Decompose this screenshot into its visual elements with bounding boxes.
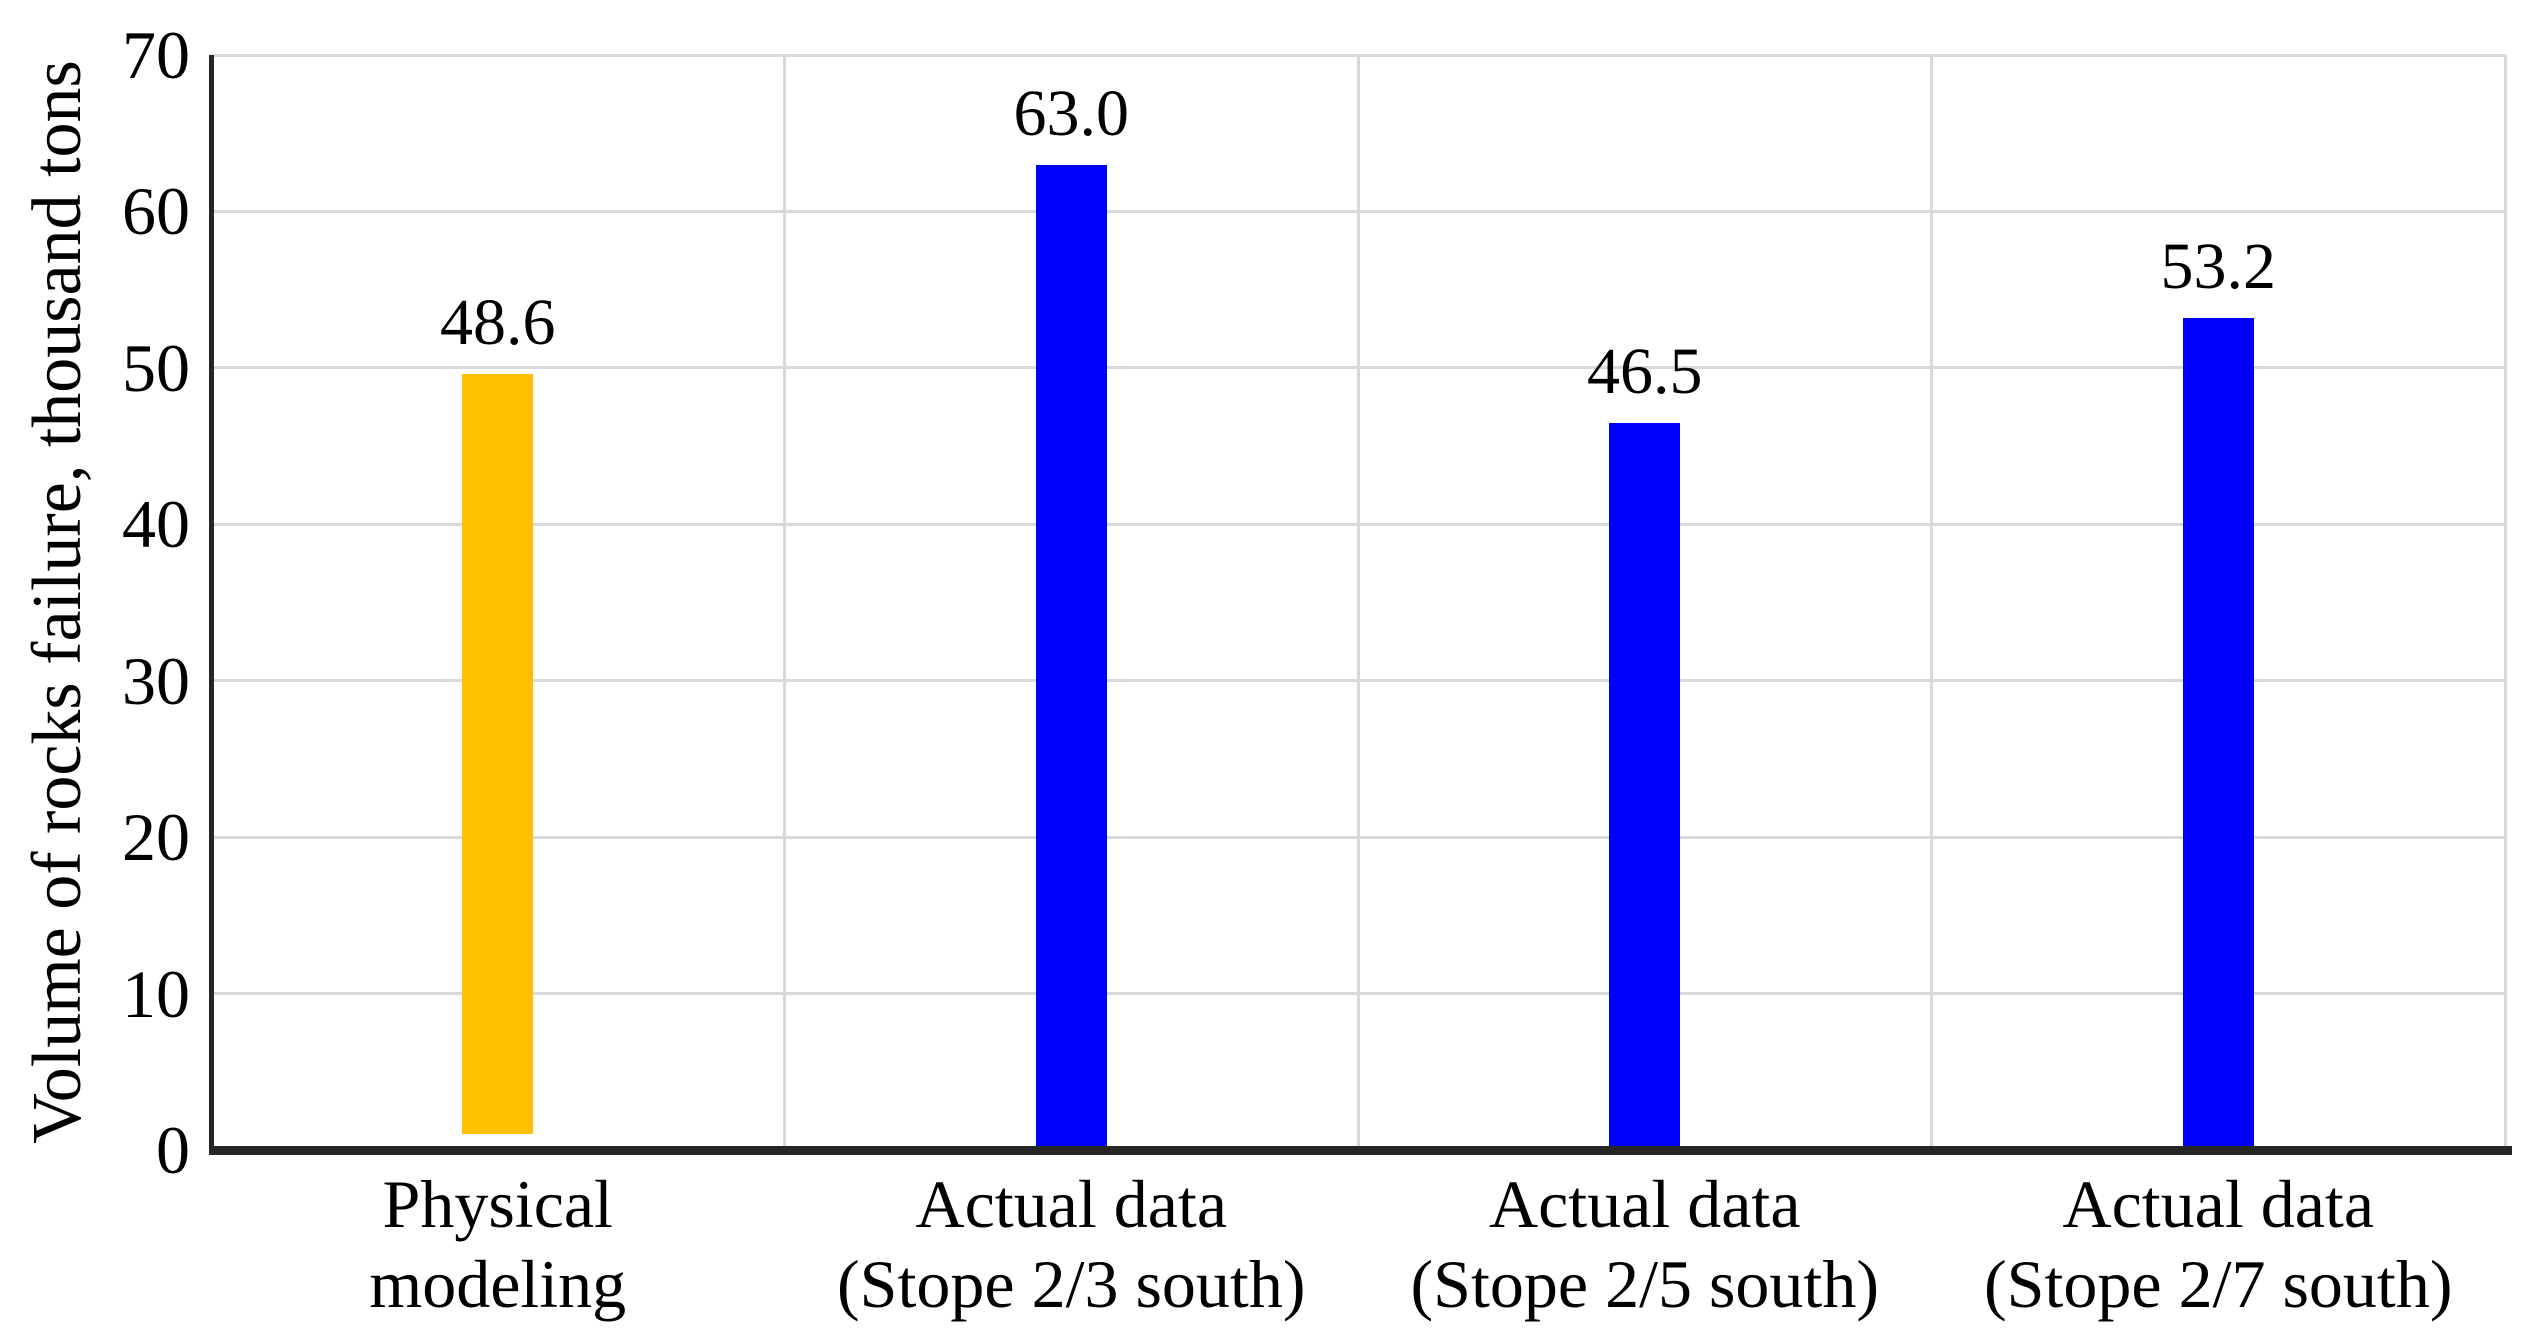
y-tick-label: 70 <box>122 17 190 93</box>
x-category-line: Actual data <box>2062 1166 2374 1242</box>
x-axis-line <box>209 1146 2512 1155</box>
y-tick-label: 60 <box>122 173 190 250</box>
x-category-label: Physical modeling <box>369 1164 626 1324</box>
y-tick-label: 40 <box>122 486 190 563</box>
x-category-line: (Stope 2/3 south) <box>837 1246 1306 1322</box>
x-category-line: Physical <box>382 1166 613 1242</box>
x-category-label: Actual data (Stope 2/3 south) <box>837 1164 1305 1324</box>
bar-1 <box>462 374 534 1135</box>
y-tick-label: 10 <box>122 955 190 1032</box>
gridline-vertical <box>1930 55 1933 1150</box>
bar-value-label: 53.2 <box>2160 229 2277 303</box>
x-category-line: Actual data <box>915 1166 1227 1242</box>
y-tick-label: 0 <box>156 1112 190 1188</box>
bar-3 <box>1609 422 1681 1150</box>
gridline-vertical <box>1356 55 1360 1150</box>
bar-value-label: 63.0 <box>1013 76 1130 150</box>
gridline-vertical <box>2503 55 2507 1150</box>
x-category-line: (Stope 2/5 south) <box>1410 1246 1879 1322</box>
y-tick-label: 50 <box>122 329 190 406</box>
x-category-line: Actual data <box>1488 1166 1801 1242</box>
y-tick-label: 30 <box>122 642 190 719</box>
bar-4 <box>2182 317 2254 1150</box>
x-category-label: Actual data (Stope 2/5 south) <box>1411 1164 1879 1324</box>
y-axis-line <box>209 55 214 1155</box>
x-category-line: modeling <box>369 1246 627 1322</box>
bar-value-label: 46.5 <box>1587 334 1703 408</box>
bar-value-label: 48.6 <box>440 286 556 360</box>
gridline-vertical <box>783 55 786 1150</box>
x-category-line: (Stope 2/7 south) <box>1984 1246 2453 1322</box>
bar-2 <box>1035 164 1107 1150</box>
y-tick-label: 20 <box>122 799 190 876</box>
plot-area: 48.6 63.0 46.5 53.2 <box>211 53 2507 1150</box>
x-category-label: Actual data (Stope 2/7 south) <box>1984 1164 2452 1324</box>
